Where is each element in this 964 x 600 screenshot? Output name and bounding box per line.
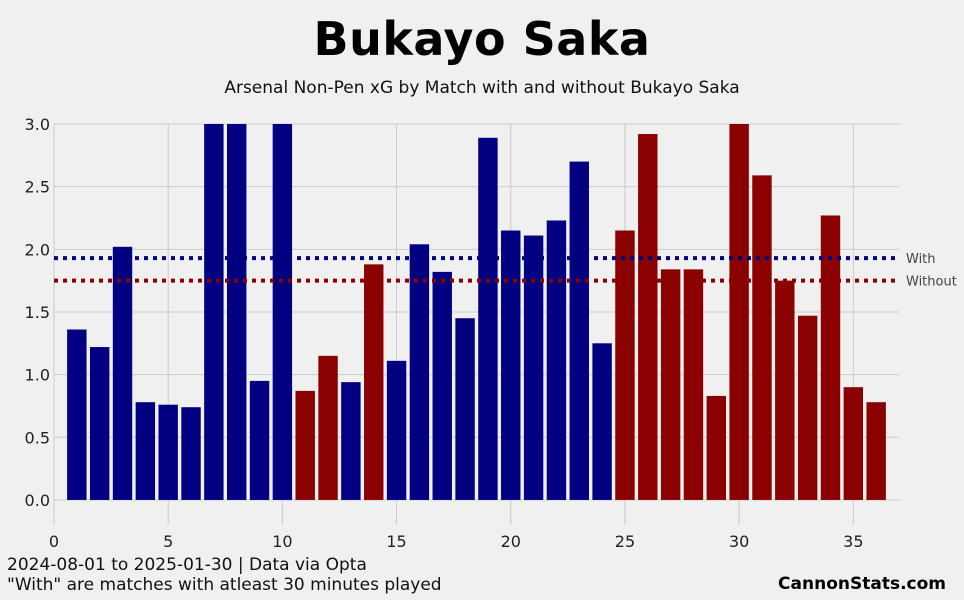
bar-without [752,175,772,500]
bar-without [638,134,658,500]
bar-with [409,244,430,500]
bar-without [318,355,338,500]
bar-without [660,269,681,500]
bar-without [797,315,818,500]
average-label-with: With [906,252,936,267]
x-tick-label: 0 [49,532,59,551]
y-tick-label: 1.0 [25,366,50,385]
bar-with [158,404,178,500]
footnote-date-range: 2024-08-01 to 2025-01-30 | Data via Opta [7,555,367,575]
bar-with [386,360,407,500]
bar-with [523,235,544,500]
y-axis-ticks: 0.0 0.5 1.0 1.5 2.0 2.5 3.0 [25,115,50,510]
chart-subtitle: Arsenal Non-Pen xG by Match with and wit… [224,78,740,98]
footnote-definition: "With" are matches with atleast 30 minut… [7,575,442,595]
x-tick-label: 30 [729,532,749,551]
y-tick-label: 1.5 [25,303,50,322]
bar-with [432,271,452,500]
bar-with [501,230,521,500]
bar-without [615,230,635,500]
average-label-without: Without [906,275,957,290]
bar-with [135,402,156,500]
bar-with [455,318,475,500]
x-tick-label: 15 [386,532,406,551]
average-lines: With Without [54,252,957,290]
x-tick-label: 25 [615,532,635,551]
x-tick-label: 10 [272,532,292,551]
bar-with [592,343,612,500]
bar-without [820,215,841,500]
bar-with [546,220,567,500]
bar-with [204,124,224,500]
bar-without [843,387,864,500]
bar-without [706,395,727,500]
x-tick-label: 35 [843,532,863,551]
chart-title: Bukayo Saka [313,12,651,66]
x-axis-ticks: 0 5 10 15 20 25 30 35 [49,532,864,551]
bar-without [683,269,704,500]
brand-label: CannonStats.com [778,574,946,594]
bar-with [89,347,110,500]
bar-with [226,124,247,500]
bar-with [112,246,133,500]
bar-with [249,380,270,500]
bar-without [729,124,749,500]
bar-with [181,407,201,500]
bar-with [341,382,361,500]
y-tick-label: 2.0 [25,240,50,259]
y-tick-label: 0.5 [25,428,50,447]
bar-with [569,161,589,500]
x-tick-label: 20 [501,532,521,551]
bar-with [67,329,87,500]
grid-lines [53,123,899,525]
bar-without [866,402,886,500]
bar-without [775,280,795,500]
bar-with [478,137,498,500]
y-tick-label: 3.0 [25,115,50,134]
bar-without [295,390,315,500]
x-tick-label: 5 [163,532,173,551]
y-tick-label: 0.0 [25,491,50,510]
y-tick-label: 2.5 [25,178,50,197]
bar-with [272,124,293,500]
bar-without [364,264,384,500]
